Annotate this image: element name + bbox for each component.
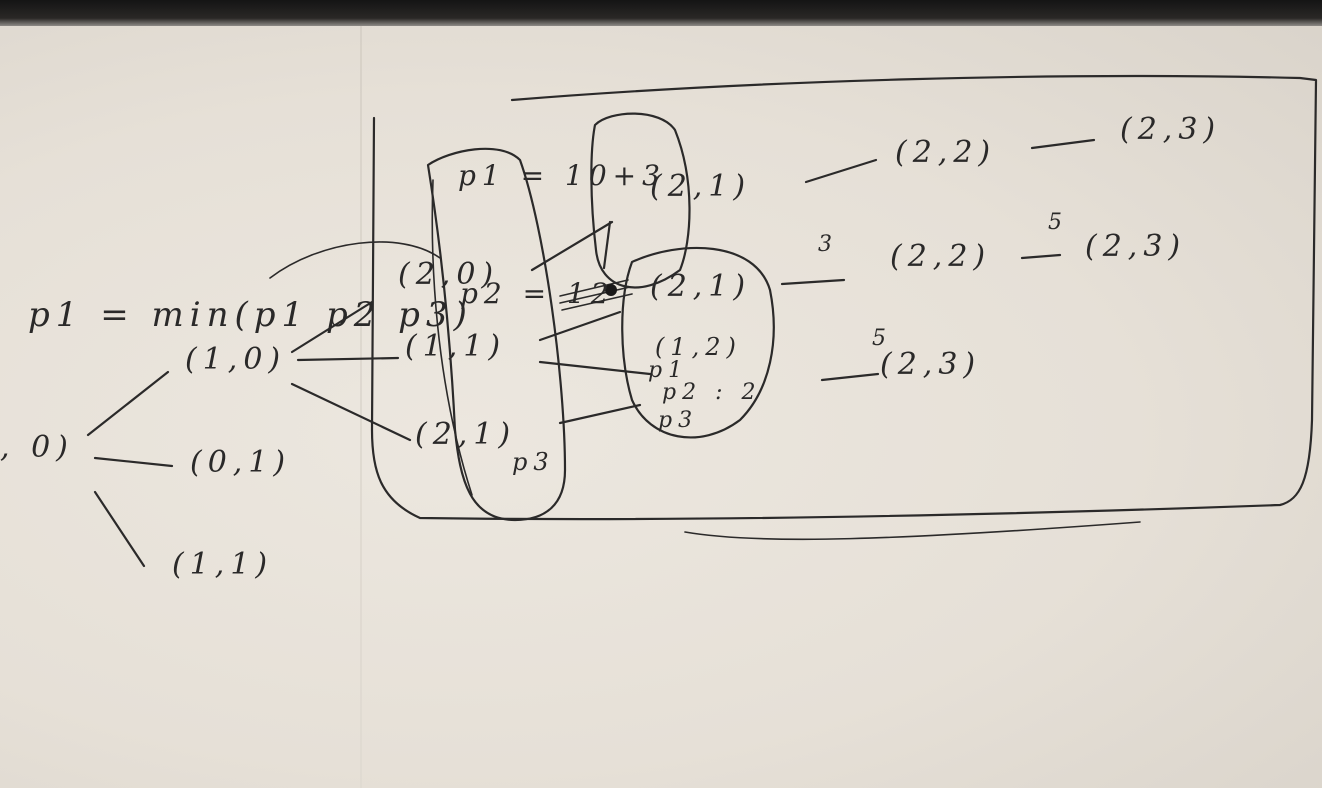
outer-box	[370, 74, 1318, 521]
weight-5-lower: 5	[872, 326, 892, 351]
edge-mid-22	[780, 278, 846, 286]
node-level3-b: (2,1)	[650, 269, 752, 304]
edge-10-21	[290, 382, 412, 442]
node-level2-c: (2,1)	[415, 417, 517, 452]
label-p2-small: p2 : 2	[662, 380, 762, 405]
node-level4-a: (2,2)	[895, 135, 997, 170]
edge-hatch-2	[559, 286, 631, 304]
ink-dot	[605, 284, 617, 296]
edge-21-p3	[558, 403, 642, 425]
curve-formula	[269, 241, 441, 279]
root-node: , 0)	[0, 430, 74, 465]
edge-11-21	[538, 310, 622, 342]
paper-fold	[360, 26, 362, 788]
edge-20-21a	[530, 220, 614, 272]
edge-hatch-1	[559, 279, 629, 297]
node-level3-a: (2,1)	[650, 169, 752, 204]
label-p2: p2 = 12	[460, 277, 615, 310]
node-level2-b: (1,1)	[405, 329, 507, 364]
node-level5-b: (2,3)	[1085, 229, 1187, 264]
blob-level3	[621, 246, 775, 439]
edge-21-22	[804, 158, 878, 184]
edge-11-12	[538, 360, 652, 376]
label-p3: p3	[512, 448, 555, 476]
edge-10-11	[296, 356, 400, 362]
label-p3-small: p3	[658, 408, 699, 433]
weight-3: 3	[818, 232, 838, 257]
bottom-underline	[684, 521, 1141, 541]
node-level4-c: (2,3)	[880, 347, 982, 382]
column-left-inner	[431, 179, 473, 496]
edge-root-11	[93, 490, 146, 568]
node-level1-b: (0,1)	[190, 445, 292, 480]
edge-hatch-3	[561, 293, 633, 311]
label-p1-small: p1	[648, 358, 689, 383]
edge-root-10	[86, 370, 170, 437]
edge-mid-23	[1020, 253, 1062, 260]
edge-root-01	[93, 456, 174, 468]
node-level5-a: (2,3)	[1120, 112, 1222, 147]
vertical-stroke	[602, 220, 612, 270]
column-right	[590, 112, 691, 289]
node-level1-a: (1,0)	[185, 342, 287, 377]
edge-low-23	[820, 372, 880, 382]
node-level3-c: (1,2)	[655, 333, 742, 361]
edge-10-20	[290, 300, 374, 354]
column-left	[426, 147, 567, 522]
formula-text: p1 = min(p1 p2 p3)	[28, 295, 473, 335]
node-level2-a: (2,0)	[398, 257, 500, 292]
node-level4-b: (2,2)	[890, 239, 992, 274]
weight-5-upper: 5	[1048, 210, 1068, 235]
edge-22-23	[1030, 138, 1096, 150]
dark-top-edge	[0, 0, 1322, 26]
node-level1-c: (1,1)	[172, 547, 274, 582]
label-p1: p1 = 10+3	[458, 159, 666, 192]
